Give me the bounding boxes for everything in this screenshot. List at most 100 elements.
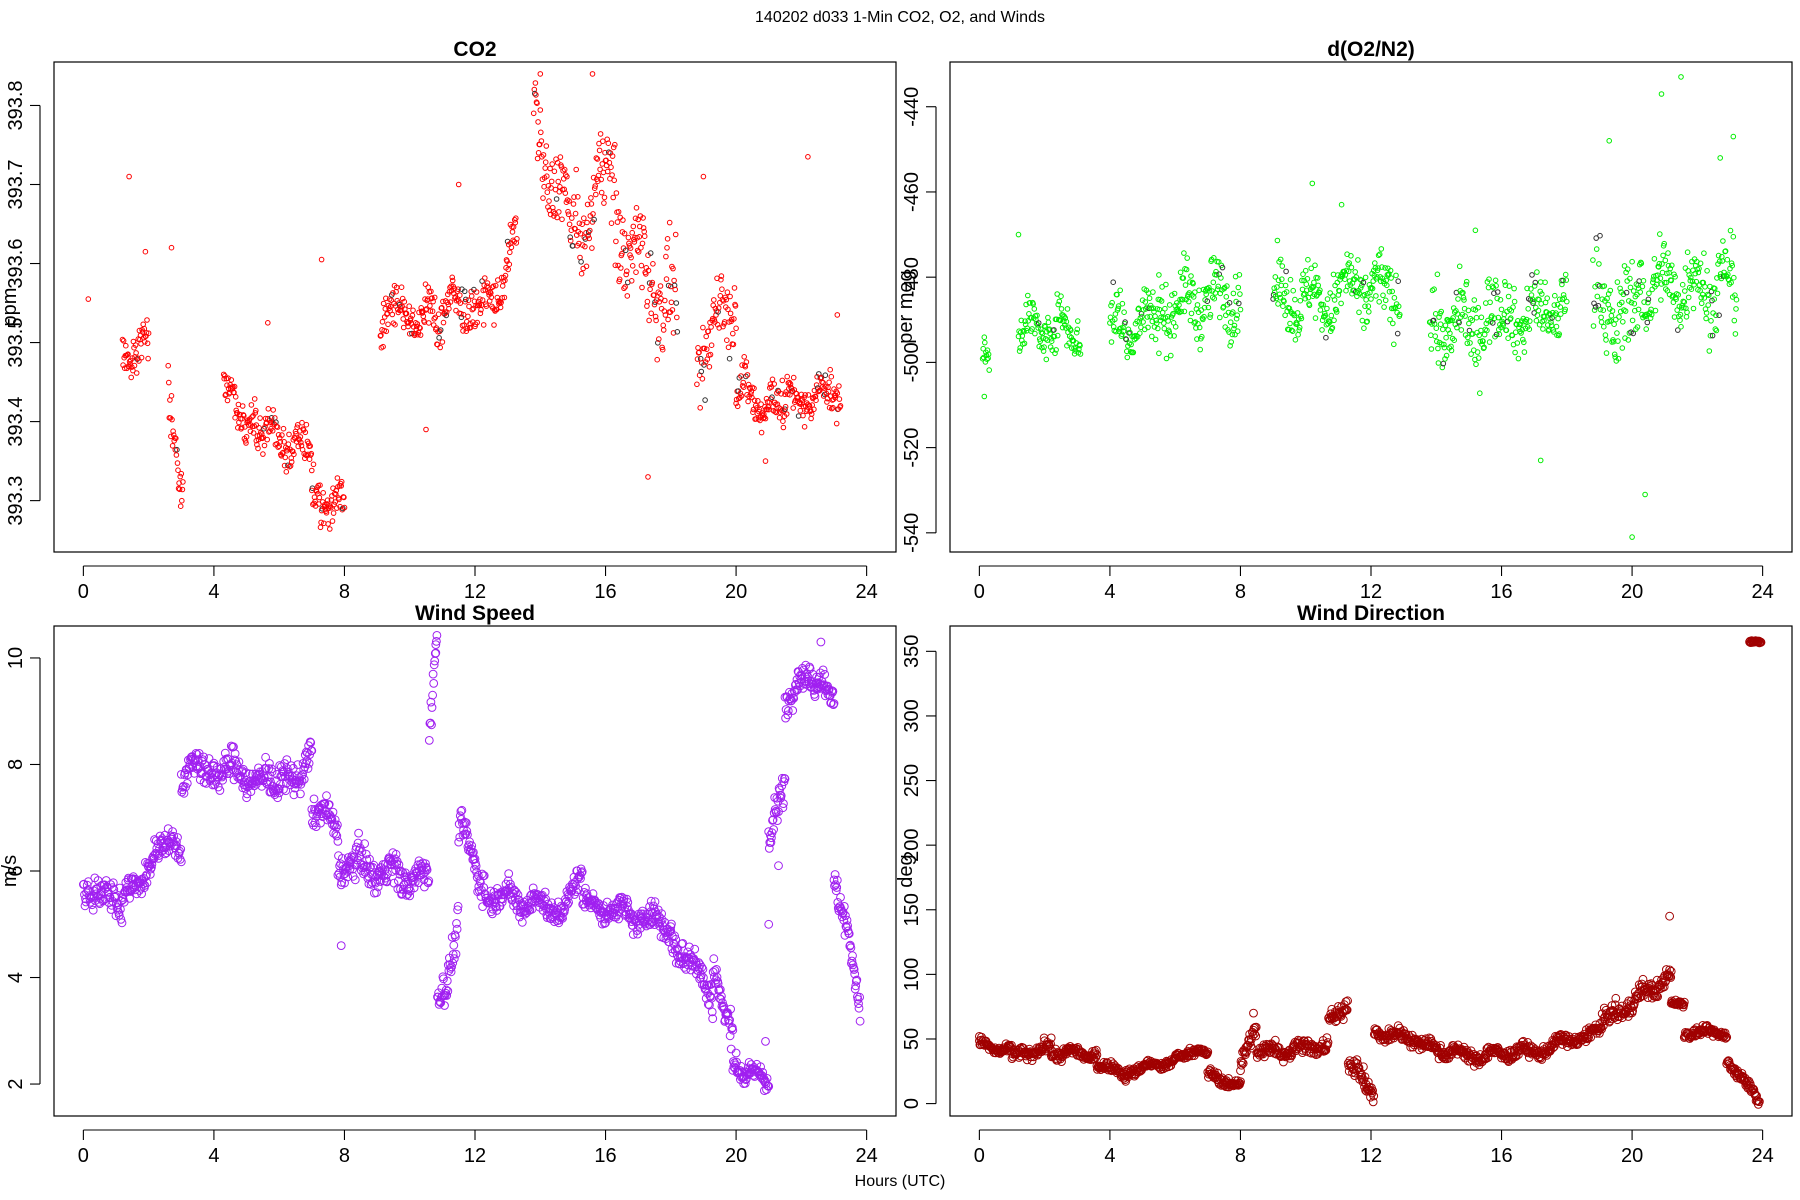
data-point [540,195,546,201]
data-point [635,249,642,255]
data-point [379,319,386,325]
data-point [1289,328,1296,335]
data-point [455,286,461,293]
data-point [281,462,288,469]
data-point [1128,341,1134,348]
y-tick-label: 0 [901,1098,923,1109]
data-point [1070,337,1076,344]
data-point [177,473,183,480]
data-point [1300,271,1306,278]
data-point [1440,326,1446,333]
data-point [1468,351,1474,357]
data-point [462,298,469,305]
data-point [1355,257,1361,263]
data-point [591,216,597,223]
data-point [751,397,758,404]
data-point [1187,279,1193,285]
data-point [829,405,835,412]
data-point [1316,290,1323,296]
data-point [755,398,761,404]
data-point [1290,287,1296,294]
data-point [1365,303,1372,310]
data-point [592,183,599,189]
data-point [248,402,255,408]
data-point [1110,279,1116,286]
data-point [1317,287,1323,294]
data-point [380,343,386,350]
data-point [1042,324,1048,330]
data-point [1373,293,1379,299]
data-point [782,403,789,410]
data-point [231,383,238,390]
data-point [670,265,676,272]
data-point [126,364,132,370]
data-point [132,342,139,348]
data-point [1333,309,1340,315]
data-point [1063,318,1070,325]
data-point [1345,268,1352,275]
data-point [1027,300,1033,306]
data-point [341,494,347,501]
data-point [1032,330,1038,337]
data-point [1438,341,1445,347]
data-point [1108,339,1115,345]
data-point [1352,269,1358,275]
data-point [1325,321,1331,327]
data-point [1199,333,1205,340]
data-point [145,330,152,337]
data-point [178,470,185,477]
data-point [834,312,841,318]
data-point [646,317,652,324]
data-point [1180,275,1187,281]
data-point [714,321,721,328]
data-point [383,295,389,302]
data-point [1184,255,1190,261]
data-point [1384,282,1390,289]
data-point [1387,316,1393,323]
data-point [1346,260,1352,266]
x-tick-label: 20 [725,1145,747,1167]
data-point [626,240,632,247]
data-point [400,316,407,322]
data-point [145,355,151,362]
data-point [740,384,747,391]
data-point [477,310,484,317]
data-point [1043,356,1050,363]
data-point [1109,299,1115,306]
data-point [587,227,593,234]
data-point [406,303,413,310]
data-point [1381,304,1387,310]
data-point [1388,275,1394,281]
data-point [1308,265,1314,272]
data-point [820,379,826,386]
data-point [668,283,674,290]
data-point [653,317,659,324]
data-point [1052,350,1058,357]
data-point [582,243,588,250]
data-point [167,415,174,421]
data-point [1433,325,1440,332]
data-point [569,215,575,221]
data-point [1171,290,1178,297]
data-point [1430,317,1437,324]
data-point [598,189,605,196]
data-point [615,209,622,215]
data-point [628,254,634,261]
data-point [778,391,785,397]
data-point [269,428,276,434]
data-point [797,407,804,414]
data-point [1045,319,1052,326]
data-point [1438,308,1444,315]
data-point [572,226,578,232]
data-point [828,373,835,380]
data-point [1055,301,1061,308]
data-point [1304,287,1310,294]
data-point [610,144,617,151]
data-point [1203,291,1209,298]
data-point [986,367,993,373]
data-point [338,478,345,485]
data-point [640,225,647,231]
data-point [1191,320,1197,326]
y-tick-label: -480 [901,257,923,297]
data-point [540,152,547,158]
